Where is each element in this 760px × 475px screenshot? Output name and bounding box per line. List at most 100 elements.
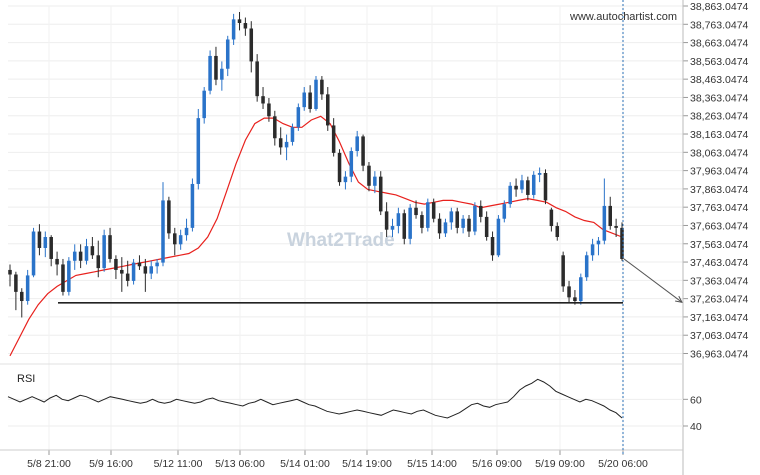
candle-body <box>367 165 371 186</box>
y-tick-label: 38,863.0474 <box>690 1 749 13</box>
candle-body <box>431 202 436 219</box>
x-tick-label: 5/13 06:00 <box>215 458 265 470</box>
candle-body <box>602 205 607 241</box>
candle-body <box>396 213 401 227</box>
candle-body <box>61 264 65 292</box>
candle-body <box>320 79 324 95</box>
candle-body <box>20 291 24 302</box>
time-axis: 5/8 21:00 5/9 16:00 5/12 11:00 5/13 06:00 5/… <box>0 363 683 470</box>
candle-body <box>302 92 306 108</box>
candle-body <box>414 207 418 216</box>
y-tick-label: 37,563.0474 <box>690 239 749 251</box>
candle-body <box>473 205 477 232</box>
candle-body <box>78 251 83 261</box>
candle-body <box>326 94 330 126</box>
y-tick-label: 37,463.0474 <box>690 257 749 269</box>
candle-body <box>543 172 548 201</box>
candle-body <box>349 151 354 177</box>
candle-body <box>114 258 118 270</box>
candle-body <box>537 172 542 175</box>
y-tick-label: 37,063.0474 <box>690 330 749 342</box>
candle-body <box>155 262 159 267</box>
y-tick-label: 37,263.0474 <box>690 294 749 306</box>
candle-body <box>573 297 577 302</box>
rsi-tick-label: 60 <box>690 394 702 406</box>
candle-body <box>237 19 242 24</box>
candle-body <box>125 273 130 281</box>
x-tick-label: 5/14 19:00 <box>342 458 392 470</box>
candle-body <box>337 152 342 183</box>
x-tick-label: 5/14 01:00 <box>280 458 330 470</box>
candle-body <box>549 209 554 227</box>
candle-body <box>184 227 189 236</box>
candle-body <box>508 185 512 205</box>
price-axis: 38,863.0474 38,763.0474 38,663.0474 38,563.… <box>682 0 749 475</box>
candle-body <box>455 211 459 228</box>
candle-body <box>614 226 618 228</box>
candle-body <box>161 200 165 263</box>
candle-body <box>90 246 95 256</box>
candle-body <box>178 235 183 245</box>
grid-lines <box>8 5 683 450</box>
y-tick-label: 37,663.0474 <box>690 220 749 232</box>
candle-body <box>479 205 483 217</box>
candle-body <box>278 138 283 148</box>
rsi-line <box>7 378 623 419</box>
x-tick-label: 5/12 11:00 <box>154 458 203 470</box>
candle-body <box>290 127 295 142</box>
candle-body <box>14 274 18 292</box>
ma-path <box>9 115 623 357</box>
candle-body <box>596 240 601 245</box>
candle-body <box>408 207 412 239</box>
candle-body <box>25 275 30 302</box>
y-tick-label: 38,763.0474 <box>690 19 749 31</box>
candle-body <box>190 183 195 228</box>
candle-body <box>496 218 501 256</box>
candle-body <box>208 55 212 91</box>
candle-body <box>620 227 624 259</box>
rsi-label: RSI <box>17 373 35 385</box>
candle-body <box>343 176 348 183</box>
rsi-panel: RSI 60 40 <box>7 373 702 433</box>
candle-body <box>149 266 153 274</box>
candle-body <box>426 202 430 228</box>
candle-body <box>373 176 377 186</box>
y-tick-label: 37,963.0474 <box>690 166 749 178</box>
x-tick-label: 5/16 09:00 <box>472 458 522 470</box>
y-tick-label: 38,263.0474 <box>690 111 749 123</box>
candle-body <box>261 96 265 104</box>
candle-body <box>214 55 218 80</box>
candle-body <box>467 218 471 232</box>
candle-body <box>490 237 495 256</box>
candle-body <box>43 237 48 248</box>
candle-body <box>584 255 589 278</box>
candle-body <box>437 218 442 234</box>
candle-body <box>355 136 359 152</box>
candle-body <box>8 269 12 275</box>
candle-body <box>314 79 318 109</box>
y-tick-label: 38,163.0474 <box>690 129 749 141</box>
candle-body <box>378 176 383 212</box>
forecast-line <box>623 258 683 303</box>
candle-body <box>526 180 530 195</box>
x-tick-label: 5/19 09:00 <box>535 458 585 470</box>
candle-body <box>484 216 489 238</box>
candle-body <box>390 226 395 230</box>
rsi-tick-label: 40 <box>690 421 702 433</box>
candle-body <box>273 116 277 139</box>
candle-body <box>231 19 236 40</box>
candle-body <box>249 28 254 62</box>
x-tick-label: 5/20 06:00 <box>598 458 648 470</box>
candle-body <box>402 213 407 239</box>
candle-body <box>167 200 171 234</box>
candle-body <box>72 251 77 261</box>
candle-body <box>567 286 571 298</box>
candle-body <box>590 244 595 256</box>
candle-body <box>331 125 336 153</box>
y-tick-label: 37,163.0474 <box>690 312 749 324</box>
candle-body <box>37 231 42 248</box>
candle-body <box>502 204 507 219</box>
source-label: www.autochartist.com <box>569 11 677 23</box>
watermark: What2Trade <box>287 230 395 251</box>
